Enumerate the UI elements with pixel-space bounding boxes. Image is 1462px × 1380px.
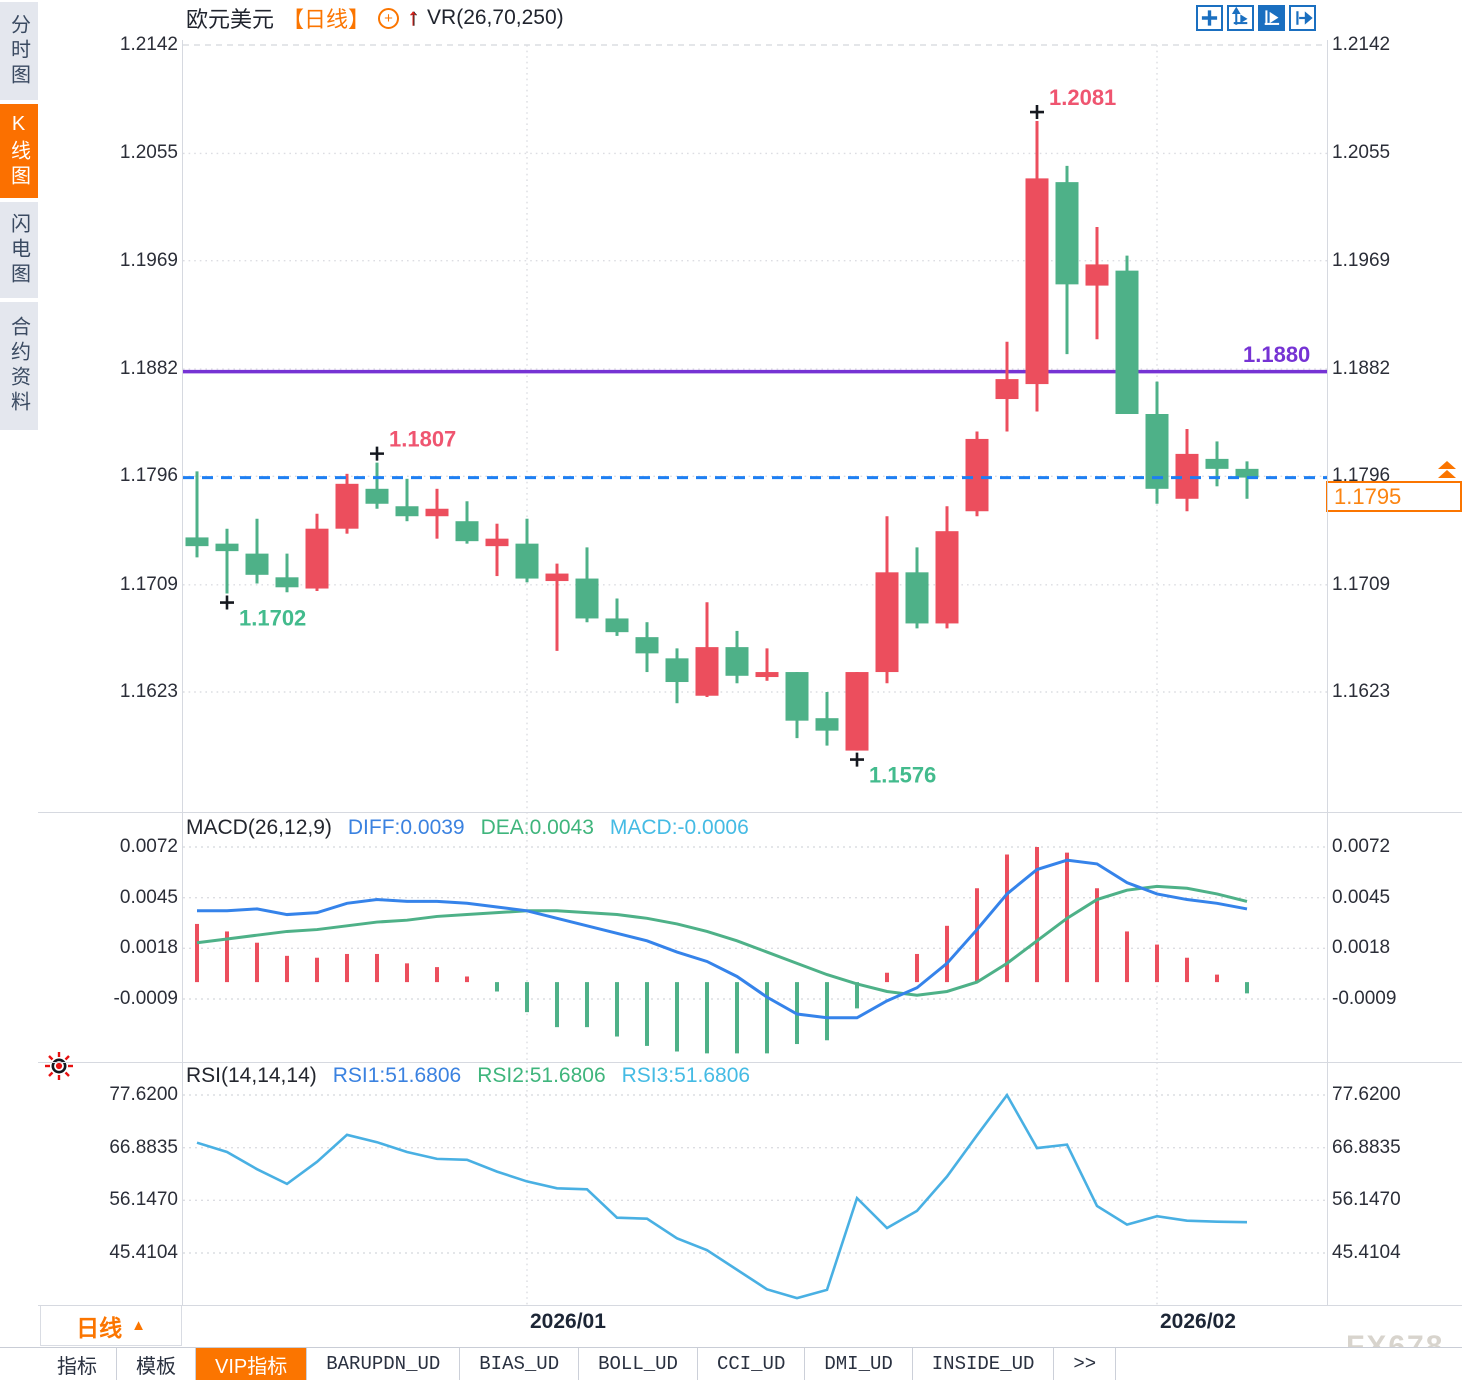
panel-separator	[38, 812, 1462, 813]
axis-range-icon[interactable]	[1227, 5, 1254, 31]
bottom-tab-7[interactable]: DMI_UD	[805, 1348, 913, 1380]
rsi-header: RSI(14,14,14) RSI1:51.6806 RSI2:51.6806 …	[186, 1064, 750, 1088]
bottom-tab-4[interactable]: BIAS_UD	[460, 1348, 580, 1380]
svg-text:1.1807: 1.1807	[389, 427, 456, 452]
sidebar-item-0[interactable]: 分时图	[0, 2, 38, 100]
timeframe-tag: 【日线】	[282, 7, 371, 32]
price-tick-right: 1.1969	[1332, 249, 1391, 271]
timeframe-dropdown-label: 日线	[76, 1314, 123, 1341]
sidebar-item-1[interactable]: K线图	[0, 104, 38, 198]
macd-plot[interactable]	[183, 812, 1327, 1062]
price-tick-left: 1.2055	[119, 142, 178, 164]
candlestick-plot[interactable]: 1.1702 1.1807 1.1576 1.2081	[183, 0, 1327, 812]
price-tick-left: 1.1623	[119, 681, 178, 702]
panel-separator	[38, 1062, 1462, 1063]
bottom-tab-0[interactable]: 指标	[38, 1348, 117, 1380]
rsi-tick-right: 66.8835	[1332, 1136, 1401, 1158]
bottom-tab-1[interactable]: 模板	[117, 1348, 196, 1380]
price-tick-right: 1.2142	[1332, 34, 1391, 55]
rsi-tick-right: 45.4104	[1332, 1242, 1401, 1263]
add-indicator-icon[interactable]: +	[378, 7, 400, 29]
price-tick-left: 1.1796	[119, 465, 178, 487]
macd-hist-value: MACD:-0.0006	[609, 816, 749, 839]
rsi3-value: RSI3:51.6806	[621, 1064, 751, 1087]
bottom-tab-6[interactable]: CCI_UD	[698, 1348, 806, 1380]
macd-tick-right: -0.0009	[1332, 988, 1397, 1009]
bottom-tab-9[interactable]: >>	[1054, 1348, 1117, 1380]
x-axis-label-jan: 2026/01	[530, 1310, 606, 1333]
auto-scale-icon[interactable]	[1258, 5, 1285, 31]
rsi-params-label: RSI(14,14,14)	[186, 1064, 317, 1087]
rsi-tick-right: 77.6200	[1332, 1084, 1401, 1105]
symbol-title: 欧元美元	[186, 7, 275, 32]
macd-tick-right: 0.0072	[1332, 836, 1391, 857]
price-tick-right: 1.1623	[1332, 681, 1391, 702]
chevron-up-icon: ▲	[131, 1317, 146, 1334]
plot-left-border	[182, 40, 183, 1305]
rsi-tick-left: 45.4104	[109, 1242, 178, 1263]
indicator-alert-icon[interactable]	[44, 1051, 74, 1081]
macd-dea-value: DEA:0.0043	[480, 816, 594, 839]
svg-text:1.2081: 1.2081	[1049, 85, 1116, 110]
rsi-tick-left: 77.6200	[109, 1084, 178, 1105]
indicator-tab-bar: 指标 模板 VIP指标 BARUPDN_UD BIAS_UD BOLL_UD CCI_UD D…	[0, 1347, 1462, 1380]
macd-params-label: MACD(26,12,9)	[186, 816, 332, 839]
price-tick-left: 1.1709	[119, 573, 178, 595]
goto-latest-icon[interactable]	[1289, 5, 1316, 31]
price-tick-right: 1.2055	[1332, 142, 1391, 164]
svg-text:1.1576: 1.1576	[869, 763, 936, 788]
overlay-indicator-label: VR(26,70,250)	[427, 6, 564, 29]
sidebar-item-2[interactable]: 闪电图	[0, 202, 38, 298]
chart-header: 欧元美元 【日线】 + ↑ VR(26,70,250)	[186, 4, 564, 33]
x-axis-label-feb: 2026/02	[1160, 1310, 1236, 1333]
layout-panes-icon[interactable]	[1196, 5, 1223, 31]
macd-diff-value: DIFF:0.0039	[347, 816, 465, 839]
sidebar-item-3[interactable]: 合约资料	[0, 302, 38, 430]
macd-tick-right: 0.0018	[1332, 937, 1391, 959]
rsi-plot[interactable]	[183, 1062, 1327, 1305]
rsi-tick-left: 66.8835	[109, 1136, 178, 1158]
rsi-tick-left: 56.1470	[109, 1189, 178, 1211]
timeframe-dropdown[interactable]: 日线 ▲	[40, 1305, 182, 1346]
macd-tick-left: 0.0018	[119, 937, 178, 959]
plot-right-border	[1327, 40, 1328, 1305]
price-tick-left: 1.2142	[119, 34, 178, 55]
bottom-tab-5[interactable]: BOLL_UD	[579, 1348, 698, 1380]
panel-separator	[38, 1305, 1462, 1306]
svg-text:1.1702: 1.1702	[239, 606, 306, 631]
macd-tick-left: 0.0072	[119, 836, 178, 857]
macd-tick-right: 0.0045	[1332, 886, 1391, 908]
bottom-tab-2[interactable]: VIP指标	[196, 1348, 308, 1380]
macd-header: MACD(26,12,9) DIFF:0.0039 DEA:0.0043 MAC…	[186, 816, 749, 840]
macd-tick-left: 0.0045	[119, 886, 178, 908]
price-tick-right: 1.1882	[1332, 358, 1391, 380]
up-arrow-icon: ↑	[407, 4, 420, 31]
price-tick-left: 1.1882	[119, 358, 178, 380]
sidebar: 分时图 K线图闪电图合约资料	[0, 0, 38, 1380]
hline-price-label: 1.1880	[1243, 341, 1311, 367]
rsi2-value: RSI2:51.6806	[477, 1064, 606, 1087]
rsi-tick-right: 56.1470	[1332, 1189, 1401, 1211]
price-tick-right: 1.1709	[1332, 573, 1391, 595]
bottom-tab-3[interactable]: BARUPDN_UD	[307, 1348, 461, 1380]
last-price-badge: 1.1795	[1326, 480, 1462, 512]
price-tick-left: 1.1969	[119, 249, 178, 271]
macd-tick-left: -0.0009	[113, 988, 178, 1009]
rsi1-value: RSI1:51.6806	[332, 1064, 462, 1087]
bottom-tab-8[interactable]: INSIDE_UD	[913, 1348, 1055, 1380]
